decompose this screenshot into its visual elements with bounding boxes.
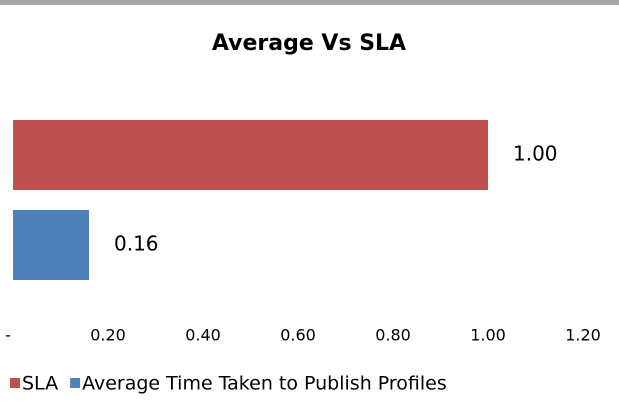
- x-tick-label: -: [5, 326, 11, 345]
- x-tick-label: 0.20: [90, 326, 126, 345]
- chart-title: Average Vs SLA: [212, 31, 406, 56]
- x-tick-label: 0.60: [280, 326, 316, 345]
- x-tick-label: 0.80: [375, 326, 411, 345]
- top-border: [0, 0, 619, 5]
- legend-swatch: [70, 378, 81, 388]
- legend-label: SLA: [22, 373, 58, 395]
- data-label: 1.00: [513, 142, 558, 166]
- x-tick-label: 0.40: [185, 326, 221, 345]
- legend-swatch: [10, 378, 20, 388]
- bar: [13, 120, 488, 190]
- x-tick-label: 1.00: [470, 326, 506, 345]
- legend-label: Average Time Taken to Publish Profiles: [82, 373, 447, 395]
- data-label: 0.16: [114, 232, 159, 256]
- x-tick-label: 1.20: [565, 326, 601, 345]
- bar: [13, 210, 89, 280]
